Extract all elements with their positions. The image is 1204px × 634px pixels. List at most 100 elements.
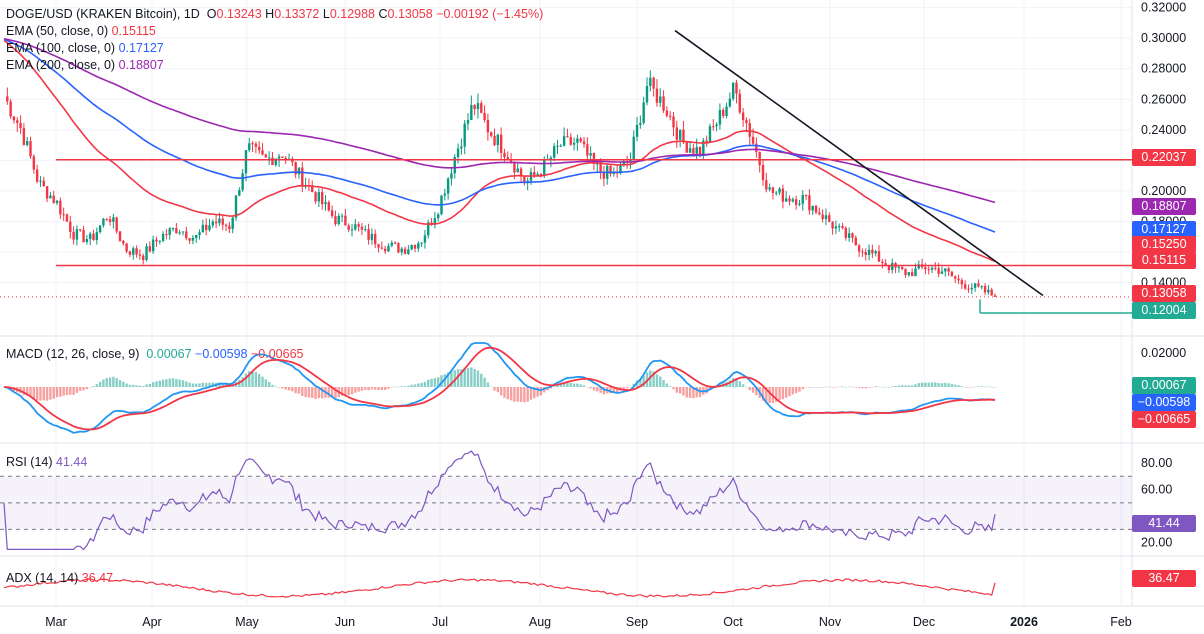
macd-histogram-bar <box>483 377 486 387</box>
macd-histogram-bar <box>151 382 155 387</box>
candle-body <box>55 200 59 203</box>
macd-histogram-bar <box>503 387 506 398</box>
macd-histogram-bar <box>748 387 751 391</box>
candle-body <box>79 229 82 231</box>
macd-histogram-bar <box>62 387 65 396</box>
macd-histogram-bar <box>320 387 324 399</box>
ohlc-o: 0.13243 <box>216 7 262 21</box>
candle-body <box>85 239 89 243</box>
macd-histogram-bar <box>201 382 205 387</box>
macd-histogram-bar <box>42 387 45 401</box>
adx-tag: 36.47 <box>1132 570 1196 587</box>
rsi-tick-label: 80.00 <box>1141 456 1172 470</box>
candle-body <box>864 251 867 255</box>
macd-histogram-bar <box>52 387 55 399</box>
candle-body <box>142 255 145 261</box>
symbol-title[interactable]: DOGE/USD (KRAKEN Bitcoin) <box>6 7 177 21</box>
candle-body <box>745 120 748 124</box>
macd-histogram-bar <box>513 387 516 402</box>
candle-body <box>586 144 589 156</box>
macd-histogram-bar <box>625 387 629 389</box>
ohlc-c-label: C <box>378 7 388 21</box>
macd-legend[interactable]: MACD (12, 26, close, 9) 0.00067 −0.00598… <box>6 347 304 361</box>
macd-histogram-bar <box>857 387 861 389</box>
macd-histogram-bar <box>523 387 526 403</box>
macd-histogram-bar <box>446 372 450 387</box>
macd-histogram-bar <box>49 387 52 400</box>
macd-histogram-bar <box>354 387 357 393</box>
candle-body <box>665 110 669 116</box>
ema50-legend[interactable]: EMA (50, close, 0) 0.15115 <box>6 24 156 38</box>
price-axis[interactable]: 0.320000.300000.280000.260000.240000.220… <box>1141 1 1186 550</box>
macd-histogram-bar <box>244 373 248 387</box>
candle-body <box>248 143 251 151</box>
candle-body <box>374 233 377 245</box>
macd-histogram-bar <box>950 383 954 387</box>
candle-body <box>254 143 258 147</box>
candle-body <box>327 202 331 211</box>
candle-body <box>960 280 964 285</box>
ema200-legend[interactable]: EMA (200, close, 0) 0.18807 <box>6 58 164 72</box>
candle-body <box>847 233 851 238</box>
ohlc-l: 0.12988 <box>329 7 376 21</box>
macd-histogram-bar <box>427 379 430 387</box>
macd-histogram-bar <box>612 387 616 393</box>
candle-body <box>582 141 586 145</box>
macd-histogram-bar <box>993 387 997 388</box>
candle-body <box>639 122 642 125</box>
candles <box>6 70 997 297</box>
ema100-legend[interactable]: EMA (100, close, 0) 0.17127 <box>6 41 164 55</box>
adx-legend[interactable]: ADX (14, 14) 36.47 <box>6 571 114 585</box>
macd-histogram-bar <box>420 382 423 387</box>
candle-body <box>738 93 741 113</box>
candle-body <box>851 233 854 238</box>
candle-body <box>62 214 65 216</box>
candle-body <box>453 157 456 174</box>
candle-body <box>771 187 775 193</box>
candle-body <box>871 249 874 254</box>
macd-histogram-bar <box>824 386 828 388</box>
candle-body <box>417 243 420 249</box>
candle-body <box>456 148 460 158</box>
candle-body <box>238 190 241 196</box>
macd-histogram-bar <box>526 387 529 402</box>
candle-body <box>52 195 55 203</box>
candle-body <box>420 242 423 244</box>
macd-histogram-bar <box>516 387 519 402</box>
candle-body <box>503 152 506 158</box>
macd-histogram-bar <box>344 387 347 396</box>
candle-body <box>218 218 221 224</box>
macd-histogram-bar <box>496 387 500 393</box>
macd-histogram-bar <box>59 387 62 397</box>
candle-body <box>32 156 36 170</box>
candle-body <box>576 138 579 143</box>
candle-body <box>930 267 934 270</box>
rsi-legend[interactable]: RSI (14) 41.44 <box>6 455 88 469</box>
macd-histogram-bar <box>738 381 741 387</box>
macd-histogram-bar <box>728 380 732 387</box>
time-tick-label: Feb <box>1110 615 1132 629</box>
candle-body <box>828 215 831 222</box>
candle-body <box>954 276 957 279</box>
macd-histogram-bar <box>960 386 964 387</box>
macd-histogram-bar <box>927 382 930 387</box>
macd-histogram-bar <box>82 387 85 391</box>
macd-histogram-bar <box>954 384 957 387</box>
macd-histogram-bar <box>582 385 586 387</box>
macd-histogram-bar <box>271 384 274 387</box>
candle-body <box>791 199 795 202</box>
time-axis[interactable]: Mar Apr May Jun Jul Aug Sep Oct Nov Dec 2026 Feb <box>45 615 1132 629</box>
candle-body <box>523 176 526 184</box>
candle-body <box>390 242 393 246</box>
macd-histogram-bar <box>934 382 937 387</box>
macd-histogram-bar <box>490 386 493 388</box>
candle-body <box>211 221 215 226</box>
macd-histogram-bar <box>891 386 894 387</box>
candle-body <box>579 138 582 142</box>
main-legend: DOGE/USD (KRAKEN Bitcoin), 1D O0.13243 H… <box>6 7 544 72</box>
macd-histogram-bar <box>105 378 108 387</box>
candle-body <box>224 224 228 226</box>
candle-body <box>944 268 947 272</box>
candle-body <box>725 106 728 117</box>
